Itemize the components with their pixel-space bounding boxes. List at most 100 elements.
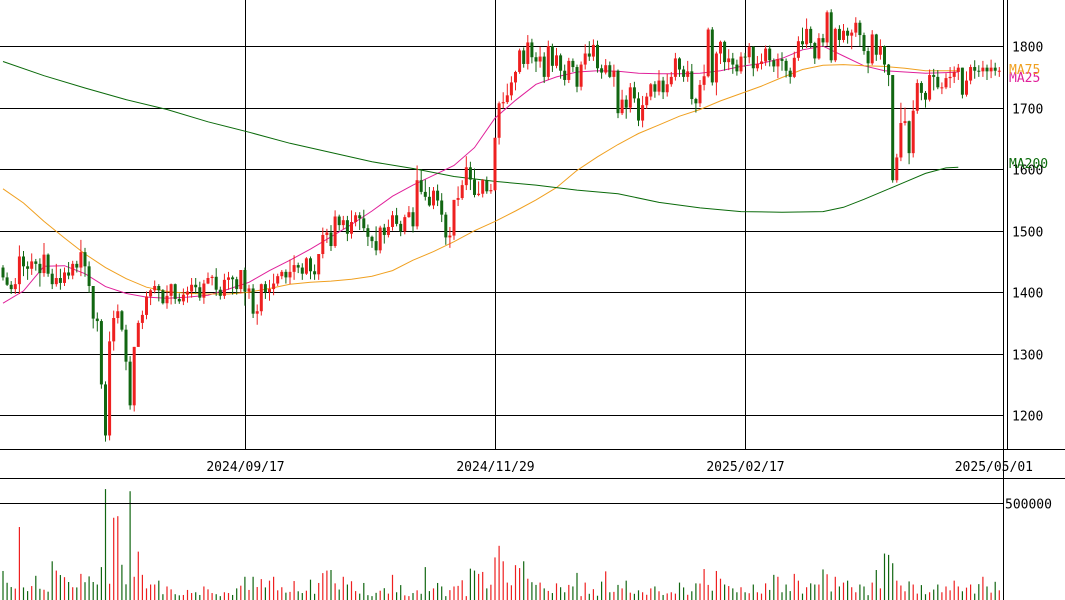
candle-body [624, 99, 628, 108]
candle-body [464, 167, 468, 186]
candle-body [960, 67, 964, 95]
candle-body [337, 216, 341, 226]
candle-body [977, 70, 981, 72]
candle-body [661, 80, 665, 93]
candle-body [698, 84, 702, 104]
candle-body [690, 71, 694, 100]
candle-body [850, 32, 854, 36]
candle-body [58, 278, 62, 283]
volume-tick-label: 500000 [1005, 498, 1052, 513]
candle-body [915, 83, 919, 111]
candle-body [186, 291, 189, 295]
candle-body [719, 41, 722, 54]
candle-body [99, 321, 103, 385]
candle-body [235, 279, 239, 290]
candle-body [313, 271, 317, 275]
candle-body [419, 180, 423, 192]
candle-body [583, 53, 587, 65]
candle-body [727, 58, 731, 63]
candle-body [518, 50, 522, 72]
candle-body [448, 235, 452, 238]
candle-body [682, 69, 686, 77]
candle-body [411, 212, 415, 227]
candle-body [432, 190, 435, 206]
candle-body [263, 284, 267, 293]
candle-body [530, 42, 534, 58]
candle-body [550, 46, 554, 66]
candle-body [239, 270, 243, 290]
candle-body [509, 82, 513, 96]
candle-body [686, 71, 690, 77]
candle-body [436, 190, 440, 201]
candle-body [214, 276, 218, 290]
candle-body [956, 67, 960, 72]
candle-body [50, 273, 54, 285]
candle-body [345, 220, 349, 234]
candle-body [165, 295, 169, 304]
price-tick-label: 1600 [1012, 164, 1043, 179]
candle-body [95, 318, 99, 322]
candle-body [276, 276, 280, 284]
candle-body [477, 193, 481, 195]
candle-body [157, 286, 161, 291]
candle-body [177, 298, 181, 302]
candle-body [735, 64, 739, 72]
candle-body [751, 46, 755, 69]
ma-line-ma200 [2, 61, 959, 213]
candle-body [768, 48, 772, 61]
candle-body [485, 180, 489, 192]
candle-body [169, 284, 173, 296]
candle-body [710, 29, 714, 83]
candle-body [407, 212, 411, 218]
candle-body [87, 266, 91, 287]
candle-body [801, 41, 804, 45]
candle-body [227, 277, 230, 280]
candle-body [136, 322, 140, 347]
price-tick-label: 1700 [1012, 103, 1043, 118]
volume-bars [2, 489, 1000, 600]
candle-body [304, 258, 308, 274]
price-tick-label: 1200 [1012, 410, 1043, 425]
candle-body [858, 22, 862, 36]
candle-body [669, 76, 673, 85]
candle-body [456, 198, 460, 200]
candle-body [493, 137, 497, 191]
candle-body [259, 284, 263, 312]
candle-body [444, 214, 448, 238]
candle-body [645, 96, 649, 106]
candle-body [386, 226, 390, 235]
candle-body [317, 254, 321, 275]
candle-body [268, 289, 271, 293]
candle-body [366, 228, 370, 237]
candle-body [128, 361, 132, 406]
date-tick-label: 2025/05/01 [955, 460, 1033, 475]
candle-body [198, 287, 202, 298]
candle-body [739, 56, 743, 72]
candle-body [874, 34, 878, 55]
candle-body [243, 270, 247, 292]
ma-label-ma75: MA75 [1009, 63, 1040, 78]
candle-body [38, 263, 42, 274]
candle-body [694, 99, 698, 104]
candle-body [149, 290, 153, 297]
candle-body [866, 51, 870, 64]
candle-body [731, 58, 735, 65]
candle-body [341, 220, 345, 226]
date-tick-label: 2025/02/17 [706, 460, 784, 475]
candle-body [706, 29, 710, 77]
candle-body [17, 256, 21, 285]
candle-body [632, 87, 636, 99]
candle-body [497, 103, 501, 138]
date-tick-label: 2024/09/17 [206, 460, 284, 475]
candle-body [288, 271, 292, 278]
candle-body [378, 227, 382, 251]
candle-body [202, 283, 206, 298]
candle-body [63, 272, 66, 283]
candle-body [641, 105, 645, 121]
candle-body [91, 286, 95, 319]
candle-body [210, 276, 214, 279]
candle-body [883, 46, 886, 65]
candle-body [112, 317, 116, 342]
candle-body [989, 67, 993, 72]
candle-body [67, 272, 71, 276]
